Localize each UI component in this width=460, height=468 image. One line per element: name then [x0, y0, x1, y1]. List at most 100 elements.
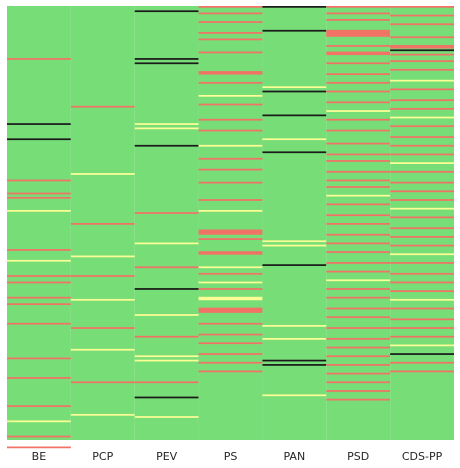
- heatmap-cell: [390, 36, 454, 39]
- heatmap-cell: [198, 181, 263, 184]
- heatmap-cell: [390, 49, 454, 52]
- x-tick-label: PCP: [92, 450, 113, 463]
- x-tick-label: CDS-PP: [402, 450, 443, 463]
- heatmap-cell: [326, 186, 391, 188]
- heatmap-cell: [7, 281, 71, 284]
- heatmap-cell: [134, 123, 199, 125]
- heatmap-cell: [198, 209, 263, 212]
- heatmap-cell: [390, 244, 454, 247]
- heatmap-cell: [134, 266, 199, 269]
- heatmap-cell: [390, 181, 454, 184]
- heatmap-column-pev: [134, 6, 199, 440]
- heatmap-cell: [262, 264, 327, 266]
- heatmap-cell: [198, 296, 263, 301]
- heatmap-cell: [134, 355, 199, 358]
- heatmap-cell: [390, 162, 454, 164]
- heatmap-cell: [70, 327, 135, 329]
- heatmap-cell: [326, 142, 391, 145]
- heatmap-cell: [326, 307, 391, 310]
- heatmap-cell: [390, 170, 454, 173]
- heatmap-cell: [198, 281, 263, 284]
- heatmap-cell: [326, 160, 391, 162]
- heatmap-cell: [7, 192, 71, 195]
- heatmap-cell: [326, 390, 391, 392]
- heatmap-cell: [262, 138, 327, 141]
- heatmap-cell: [390, 116, 454, 119]
- heatmap-cell: [390, 60, 454, 62]
- heatmap-cell: [7, 275, 71, 277]
- x-tick-label: PS: [224, 450, 238, 463]
- heatmap-cell: [7, 123, 71, 125]
- heatmap-cell: [326, 179, 391, 182]
- heatmap-cell: [326, 101, 391, 104]
- heatmap-cell: [262, 6, 327, 8]
- heatmap-cell: [70, 413, 135, 416]
- heatmap-cell: [390, 79, 454, 82]
- heatmap-cell: [7, 58, 71, 60]
- heatmap-cell: [134, 314, 199, 316]
- heatmap-cell: [7, 296, 71, 299]
- heatmap-cell: [262, 364, 327, 366]
- heatmap-cell: [262, 114, 327, 117]
- heatmap-cell: [134, 359, 199, 362]
- heatmap-cell: [198, 38, 263, 41]
- heatmap-cell: [70, 348, 135, 351]
- heatmap-cell: [390, 290, 454, 293]
- heatmap-cell: [7, 179, 71, 182]
- heatmap-cell: [326, 251, 391, 253]
- heatmap-cell: [7, 435, 71, 438]
- heatmap-cell: [390, 190, 454, 193]
- heatmap-cell: [7, 249, 71, 251]
- heatmap-cell: [198, 144, 263, 147]
- heatmap-cell: [198, 322, 263, 325]
- heatmap-cell: [326, 73, 391, 76]
- heatmap-cell: [198, 81, 263, 84]
- heatmap-cell: [326, 81, 391, 84]
- heatmap-cell: [390, 227, 454, 230]
- heatmap-cell: [7, 259, 71, 262]
- heatmap-cell: [390, 6, 454, 8]
- heatmap-cell: [390, 216, 454, 219]
- x-tick-label: PEV: [156, 450, 178, 463]
- heatmap-cell: [390, 53, 454, 56]
- heatmap-cell: [262, 86, 327, 89]
- heatmap-cell: [7, 446, 71, 449]
- heatmap-cell: [326, 62, 391, 65]
- heatmap-cell: [326, 118, 391, 121]
- heatmap-cell: [390, 327, 454, 329]
- heatmap-cell: [262, 29, 327, 32]
- heatmap-cell: [198, 71, 263, 75]
- heatmap-cell: [70, 105, 135, 108]
- heatmap-cell: [326, 214, 391, 217]
- heatmap-cell: [70, 381, 135, 384]
- heatmap-cell: [262, 324, 327, 327]
- heatmap-cell: [198, 21, 263, 23]
- heatmap-cell: [70, 275, 135, 277]
- heatmap-cell: [390, 318, 454, 321]
- heatmap-cell: [134, 242, 199, 245]
- heatmap-cell: [326, 170, 391, 173]
- heatmap-cell: [134, 335, 199, 338]
- heatmap-cell: [198, 251, 263, 255]
- heatmap-cell: [326, 194, 391, 197]
- heatmap-cell: [198, 307, 263, 313]
- heatmap-cell: [70, 255, 135, 258]
- heatmap-cell: [390, 335, 454, 338]
- heatmap-cell: [326, 338, 391, 340]
- heatmap-cell: [198, 272, 263, 275]
- heatmap-cell: [390, 361, 454, 364]
- heatmap-cell: [326, 279, 391, 282]
- heatmap-cell: [134, 416, 199, 418]
- heatmap-cell: [326, 153, 391, 156]
- heatmap-cell: [198, 157, 263, 160]
- heatmap-cell: [198, 288, 263, 290]
- heatmap-cell: [198, 229, 263, 235]
- heatmap-cell: [198, 168, 263, 171]
- heatmap-cell: [7, 377, 71, 379]
- heatmap-cell: [198, 353, 263, 355]
- heatmap-cell: [390, 45, 454, 49]
- heatmap-cell: [326, 223, 391, 225]
- heatmap-cell: [390, 236, 454, 238]
- heatmap-cell: [326, 262, 391, 264]
- heatmap-cell: [390, 144, 454, 147]
